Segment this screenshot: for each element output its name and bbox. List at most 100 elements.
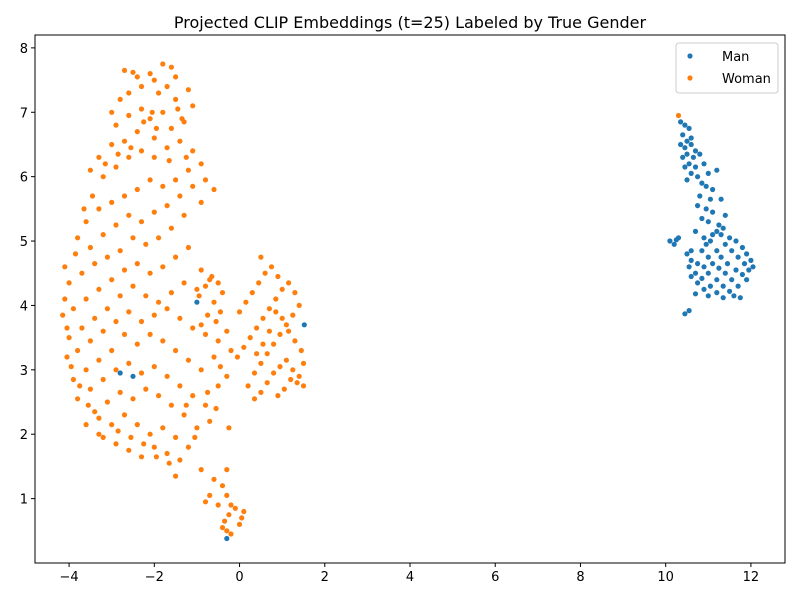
data-point-woman [113,222,119,228]
data-point-woman [177,315,183,321]
data-point-man [692,148,699,154]
data-point-woman [198,467,204,473]
data-point-woman [104,399,110,405]
data-point-woman [283,357,289,363]
data-point-woman [128,434,134,440]
data-point-woman [300,383,307,389]
legend-box [675,42,779,94]
data-point-woman [205,312,211,318]
data-point-woman [109,347,115,354]
chart-title: Projected CLIP Embeddings (t=25) Labeled… [174,13,647,32]
data-point-man [705,254,711,260]
y-tick-label: 4 [20,299,28,314]
data-point-man [699,275,705,281]
data-point-woman [83,219,89,225]
data-point-woman [286,280,292,286]
data-point-woman [81,206,87,212]
data-point-woman [177,138,183,144]
data-point-woman [138,83,145,90]
data-point-woman [262,270,268,276]
data-point-woman [87,244,93,251]
data-point-woman [143,386,149,392]
data-point-woman [147,270,153,276]
data-point-woman [194,425,200,431]
data-point-woman [156,393,162,399]
data-point-man [682,164,688,170]
data-point-man [710,209,716,215]
data-point-woman [173,177,179,183]
data-point-woman [228,531,234,537]
data-point-man [707,196,714,202]
data-point-man [695,280,701,286]
data-point-woman [130,283,136,289]
data-point-woman [251,396,258,402]
data-point-woman [213,405,219,412]
data-point-woman [141,119,147,125]
data-point-man [682,122,688,128]
data-point-woman [109,277,115,283]
data-point-man [720,225,726,231]
data-point-man [722,241,728,247]
data-point-man [701,264,707,270]
data-point-woman [217,309,223,315]
data-point-man [727,288,733,294]
y-tick-label: 5 [20,235,28,250]
x-tick-label: 10 [657,570,674,585]
data-point-woman [222,518,228,524]
data-point-woman [211,476,217,482]
data-point-woman [151,135,157,141]
data-point-woman [151,364,157,370]
data-point-woman [138,454,145,460]
data-point-man [692,228,699,234]
data-point-man [684,177,690,183]
data-point-man [720,283,726,289]
data-point-woman [211,354,217,360]
data-point-woman [177,457,183,463]
data-point-man [744,277,750,283]
x-tick-label: 0 [235,570,243,585]
data-point-man [731,293,737,299]
data-point-man [722,270,728,276]
data-point-woman [64,325,70,331]
data-point-man [705,270,711,276]
data-point-woman [239,515,245,521]
data-point-woman [72,251,79,257]
data-point-woman [121,193,128,199]
data-point-woman [66,335,72,341]
data-point-woman [275,393,281,399]
data-point-woman [224,373,230,379]
data-point-woman [164,306,170,312]
data-point-woman [254,351,260,357]
data-point-woman [258,254,264,260]
y-tick-label: 1 [20,493,28,508]
data-point-woman [202,499,209,505]
data-point-man [692,270,699,276]
data-point-woman [104,306,110,312]
data-point-woman [147,177,153,183]
data-point-woman [177,383,183,389]
data-point-man [714,167,720,173]
data-point-woman [183,154,189,160]
data-point-woman [75,235,81,241]
data-point-woman [62,296,68,302]
data-point-woman [156,90,162,96]
data-point-man [688,248,694,254]
data-point-man [714,228,720,234]
data-point-woman [96,431,102,437]
data-point-woman [266,328,272,334]
data-point-woman [219,290,226,296]
data-point-woman [277,331,283,337]
data-point-woman [156,235,162,241]
data-point-woman [166,158,172,164]
data-point-woman [92,261,98,267]
data-point-man [684,251,690,257]
data-point-man [729,277,735,283]
data-point-woman [173,473,179,479]
data-point-woman [149,109,155,115]
data-point-woman [83,296,89,302]
data-point-man [710,186,716,193]
data-point-woman [215,280,221,286]
data-point-woman [243,299,249,305]
data-point-woman [173,434,179,440]
data-point-woman [215,383,221,389]
